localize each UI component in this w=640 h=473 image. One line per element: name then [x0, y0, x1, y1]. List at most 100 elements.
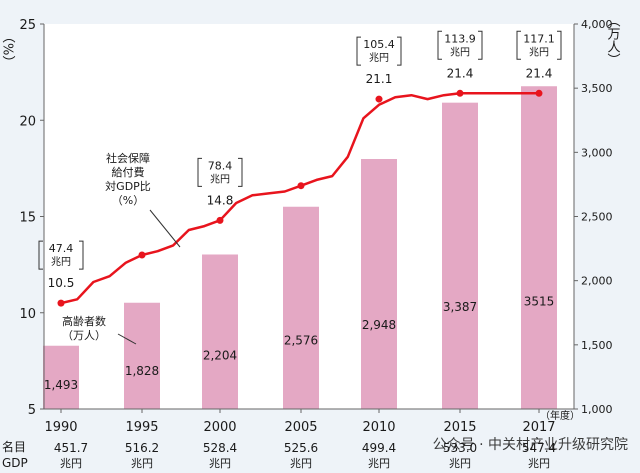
bar-label-2017: 3515	[524, 295, 555, 309]
gdp-value-1995: 516.2	[125, 441, 159, 455]
bracket-value-2010: 105.4	[363, 38, 395, 51]
left-tick-5: 5	[28, 403, 36, 418]
bar-2017	[521, 86, 557, 409]
gdp-value-2010: 499.4	[362, 441, 396, 455]
gdp-label-2: GDP	[2, 456, 28, 470]
bracket-left-2010	[356, 36, 361, 66]
line-marker-2000	[216, 216, 224, 224]
gdp-label-1: 名目	[2, 439, 26, 454]
right-axis-unit: （万人）	[605, 14, 621, 66]
x-tick-1990: 1990	[44, 420, 77, 435]
bracket-unit-2017: 兆円	[529, 46, 549, 58]
bar-2005	[283, 206, 319, 409]
x-tick-1995: 1995	[125, 420, 158, 435]
line-marker-2015	[456, 89, 464, 97]
bar-label-2010: 2,948	[362, 318, 396, 332]
x-tick-2015: 2015	[443, 420, 476, 435]
bracket-unit-2010: 兆円	[369, 52, 389, 64]
value-label-1990: 10.5	[48, 276, 75, 290]
gdp-unit-2015: 兆円	[449, 457, 471, 470]
line-marker-2017	[535, 89, 543, 97]
bracket-right-2000	[238, 157, 243, 187]
bracket-right-2015	[478, 30, 483, 60]
bracket-right-1990	[79, 240, 84, 270]
line-annotation: 社会保障 給付費 対GDP比 （%）	[105, 151, 181, 248]
axes-layer: 5 10 15 20 25 1,000 1,500 2,000 2,500 3,000 3,500 4…	[19, 18, 612, 435]
line-marker-1995	[138, 251, 146, 259]
gdp-unit-2017: 兆円	[528, 457, 550, 470]
left-axis-unit: （%）	[0, 30, 15, 68]
bracket-left-2017	[516, 30, 521, 60]
bracket-left-1990	[38, 240, 43, 270]
bracket-unit-2015: 兆円	[450, 46, 470, 58]
bracket-unit-1990: 兆円	[51, 256, 71, 268]
gdp-unit-2000: 兆円	[209, 457, 231, 470]
gdp-unit-2010: 兆円	[368, 457, 390, 470]
x-axis-unit: （年度）	[540, 409, 580, 422]
left-tick-20: 20	[19, 114, 36, 129]
watermark: 公众号 · 中关村产业升级研究院	[433, 437, 628, 453]
labels-layer: 10.514.821.1 21.4 21.447.4兆円78.4兆円105.4兆円1…	[38, 30, 562, 290]
bracket-left-2015	[437, 30, 442, 60]
gdp-value-2015: 533.0	[443, 441, 477, 455]
x-tick-2000: 2000	[203, 420, 236, 435]
line-annotation-4: （%）	[112, 194, 144, 207]
x-tick-2010: 2010	[362, 420, 395, 435]
bar-label-2000: 2,204	[203, 349, 237, 363]
line-annotation-3: 対GDP比	[105, 179, 151, 193]
bracket-right-2010	[397, 36, 402, 66]
bracket-unit-2000: 兆円	[210, 173, 230, 185]
bracket-value-2017: 117.1	[523, 32, 555, 45]
value-label-2000: 14.8	[207, 193, 234, 207]
right-tick-3,500: 3,500	[581, 82, 613, 95]
bracket-value-2015: 113.9	[444, 32, 476, 45]
bar-annotation-2: （万人）	[62, 329, 106, 342]
line-annotation-1: 社会保障	[106, 151, 150, 165]
bar-2010	[361, 159, 397, 409]
bar-annotation-1: 高齢者数	[62, 314, 106, 328]
bracket-right-2017	[557, 30, 562, 60]
gdp-ratio-line	[60, 92, 539, 305]
right-tick-3,000: 3,000	[581, 146, 613, 159]
right-tick-1,500: 1,500	[581, 339, 613, 352]
x-tick-2017: 2017	[522, 420, 555, 435]
line-marker-2005	[297, 182, 305, 190]
left-tick-25: 25	[19, 18, 36, 33]
line-annotation-leader	[149, 209, 181, 248]
gdp-value-1990: 451.7	[54, 441, 88, 455]
value-label-2015: 21.4	[447, 66, 474, 80]
bracket-left-2000	[197, 157, 202, 187]
bracket-value-2000: 78.4	[208, 159, 233, 172]
value-label-2017: 21.4	[526, 66, 553, 80]
x-tick-2005: 2005	[284, 420, 317, 435]
bar-label-2015: 3,387	[443, 300, 477, 314]
bars-layer: 1,493 1,828 2,204 2,576 2,948 3,387 3515	[43, 86, 557, 409]
right-tick-2,000: 2,000	[581, 275, 613, 288]
right-tick-1,000: 1,000	[581, 403, 613, 416]
bar-1990	[43, 345, 79, 409]
gdp-value-2005: 525.6	[284, 441, 318, 455]
bar-label-1990: 1,493	[44, 378, 78, 392]
right-tick-2,500: 2,500	[581, 211, 613, 224]
bar-label-2005: 2,576	[284, 333, 318, 347]
line-marker-1990	[57, 299, 65, 307]
bar-2015	[442, 102, 478, 409]
bracket-value-1990: 47.4	[49, 242, 74, 255]
left-tick-10: 10	[19, 307, 36, 322]
right-tick-4,000: 4,000	[581, 18, 613, 31]
gdp-unit-1995: 兆円	[131, 457, 153, 470]
gdp-row: 名目 GDP 451.7 兆円 516.2 兆円 528.4 兆円 525.6 兆円 499.4…	[2, 439, 556, 470]
bar-annotation: 高齢者数 （万人）	[62, 314, 137, 345]
gdp-value-2000: 528.4	[203, 441, 237, 455]
left-tick-15: 15	[19, 211, 36, 226]
gdp-unit-1990: 兆円	[60, 457, 82, 470]
gdp-unit-2005: 兆円	[290, 457, 312, 470]
line-marker-2010	[375, 95, 383, 103]
bar-annotation-leader	[117, 333, 137, 345]
bar-2000	[202, 254, 238, 409]
line-annotation-2: 給付費	[112, 165, 145, 179]
bar-label-1995: 1,828	[125, 364, 159, 378]
value-label-2010: 21.1	[366, 72, 393, 86]
gdp-value-2017: 547.4	[522, 441, 556, 455]
